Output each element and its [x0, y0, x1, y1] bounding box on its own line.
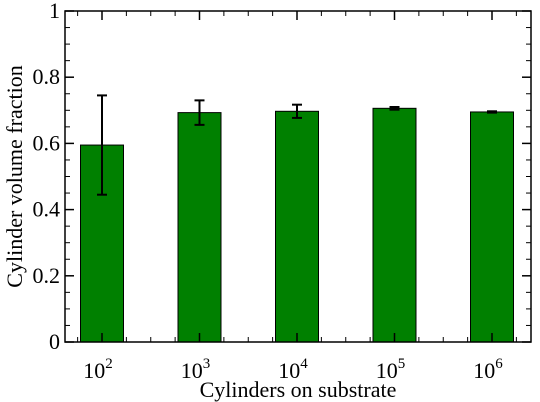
y-axis-label: Cylinder volume fraction	[2, 65, 27, 287]
x-tick-label: 106	[473, 356, 503, 383]
x-tick-label: 102	[83, 356, 113, 383]
bar	[177, 112, 222, 343]
ticks-layer	[65, 10, 531, 343]
y-tick-label: 0.4	[33, 197, 61, 222]
bars-layer	[80, 107, 514, 343]
y-tick-label: 0.6	[33, 130, 61, 155]
y-tick-label: 1	[49, 0, 60, 23]
x-tick-label: 105	[376, 356, 406, 383]
y-tick-label: 0	[49, 329, 60, 354]
bar	[470, 111, 514, 343]
bar	[372, 107, 417, 343]
tick-labels-layer: 0 0.2 0.4 0.6 0.8 1 102 103 104 105 106	[33, 0, 504, 383]
error-bar	[97, 94, 107, 196]
error-bar	[487, 110, 497, 114]
error-bar	[292, 103, 302, 119]
y-tick-label: 0.8	[33, 64, 61, 89]
error-bars-layer	[97, 94, 497, 196]
bar	[275, 110, 319, 343]
x-tick-label: 104	[278, 356, 308, 383]
error-bar	[389, 105, 400, 111]
error-bar	[194, 99, 205, 126]
x-tick-label: 103	[181, 356, 211, 383]
y-tick-label: 0.2	[33, 263, 61, 288]
x-axis-label: Cylinders on substrate	[200, 377, 397, 402]
